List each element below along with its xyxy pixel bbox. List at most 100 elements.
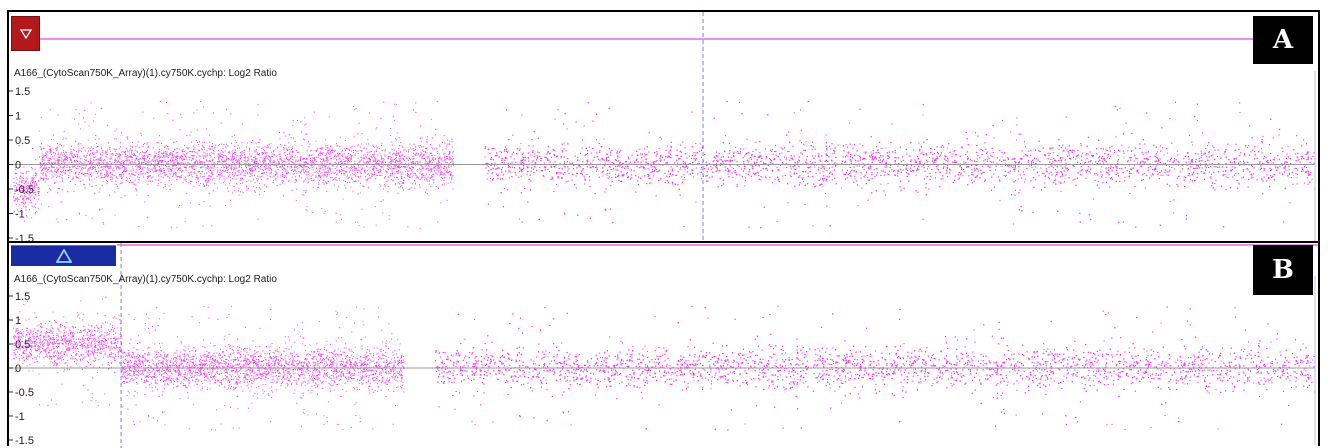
data-point bbox=[321, 172, 322, 173]
data-point bbox=[63, 150, 64, 151]
data-point bbox=[290, 161, 291, 162]
data-point bbox=[213, 190, 214, 191]
data-point bbox=[446, 158, 447, 159]
data-point bbox=[307, 169, 308, 170]
data-point bbox=[271, 172, 272, 173]
data-point bbox=[280, 144, 281, 145]
data-point bbox=[187, 153, 188, 154]
data-point bbox=[67, 165, 68, 166]
data-point bbox=[143, 158, 144, 159]
data-point bbox=[147, 169, 148, 170]
data-point bbox=[38, 199, 39, 200]
data-point bbox=[57, 170, 58, 171]
data-point bbox=[101, 177, 102, 178]
data-point bbox=[112, 153, 113, 154]
data-point bbox=[43, 159, 44, 160]
data-point bbox=[109, 195, 110, 196]
data-point bbox=[209, 142, 210, 143]
data-point bbox=[110, 173, 111, 174]
data-point bbox=[132, 142, 133, 143]
data-point bbox=[434, 179, 435, 180]
data-point bbox=[74, 160, 75, 161]
data-point bbox=[53, 152, 54, 153]
data-point bbox=[322, 153, 323, 154]
data-point bbox=[275, 174, 276, 175]
data-point bbox=[132, 147, 133, 148]
data-point bbox=[214, 148, 215, 149]
data-point bbox=[449, 152, 450, 153]
data-point bbox=[270, 176, 271, 177]
data-point bbox=[77, 161, 78, 162]
data-point bbox=[104, 166, 105, 167]
data-point bbox=[400, 152, 401, 153]
data-point bbox=[295, 161, 296, 162]
data-point bbox=[373, 160, 374, 161]
data-point bbox=[211, 173, 212, 174]
data-point bbox=[138, 142, 139, 143]
data-point bbox=[161, 170, 162, 171]
data-point bbox=[398, 152, 399, 153]
data-point bbox=[312, 165, 313, 166]
data-point bbox=[124, 161, 125, 162]
data-point bbox=[326, 160, 327, 161]
data-point bbox=[58, 115, 59, 116]
data-point bbox=[421, 154, 422, 155]
data-point bbox=[450, 175, 451, 176]
data-point bbox=[92, 163, 93, 164]
data-point bbox=[376, 162, 377, 163]
data-point bbox=[419, 184, 420, 185]
data-point bbox=[89, 168, 90, 169]
data-point bbox=[347, 163, 348, 164]
data-point bbox=[213, 170, 214, 171]
data-point bbox=[150, 154, 151, 155]
data-point bbox=[364, 172, 365, 173]
data-point bbox=[347, 148, 348, 149]
data-point bbox=[213, 178, 214, 179]
data-point bbox=[162, 153, 163, 154]
data-point bbox=[140, 171, 141, 172]
data-point bbox=[159, 135, 160, 136]
data-point bbox=[304, 117, 305, 118]
data-point bbox=[316, 177, 317, 178]
data-point bbox=[421, 141, 422, 142]
data-point bbox=[58, 161, 59, 162]
data-point bbox=[249, 169, 250, 170]
data-point bbox=[308, 174, 309, 175]
data-point bbox=[220, 177, 221, 178]
data-point bbox=[322, 161, 323, 162]
data-point bbox=[84, 184, 85, 185]
data-point bbox=[407, 173, 408, 174]
data-point bbox=[341, 173, 342, 174]
data-point bbox=[450, 162, 451, 163]
data-point bbox=[182, 151, 183, 152]
data-point bbox=[165, 165, 166, 166]
data-point bbox=[389, 162, 390, 163]
data-point bbox=[435, 129, 436, 130]
data-point bbox=[116, 177, 117, 178]
data-point bbox=[358, 158, 359, 159]
data-point bbox=[241, 172, 242, 173]
data-point bbox=[145, 152, 146, 153]
data-point bbox=[322, 167, 323, 168]
data-point bbox=[258, 154, 259, 155]
data-point bbox=[397, 171, 398, 172]
data-point bbox=[266, 155, 267, 156]
data-point bbox=[269, 173, 270, 174]
data-point bbox=[426, 152, 427, 153]
data-point bbox=[234, 161, 235, 162]
data-point bbox=[286, 157, 287, 158]
data-point bbox=[232, 158, 233, 159]
data-point bbox=[316, 161, 317, 162]
data-point bbox=[392, 174, 393, 175]
data-point bbox=[234, 157, 235, 158]
data-point bbox=[297, 166, 298, 167]
data-point bbox=[276, 171, 277, 172]
data-point bbox=[207, 165, 208, 166]
data-point bbox=[110, 158, 111, 159]
data-point bbox=[326, 166, 327, 167]
data-point bbox=[96, 177, 97, 178]
data-point bbox=[84, 156, 85, 157]
data-point bbox=[191, 175, 192, 176]
data-point bbox=[292, 169, 293, 170]
data-point bbox=[207, 167, 208, 168]
